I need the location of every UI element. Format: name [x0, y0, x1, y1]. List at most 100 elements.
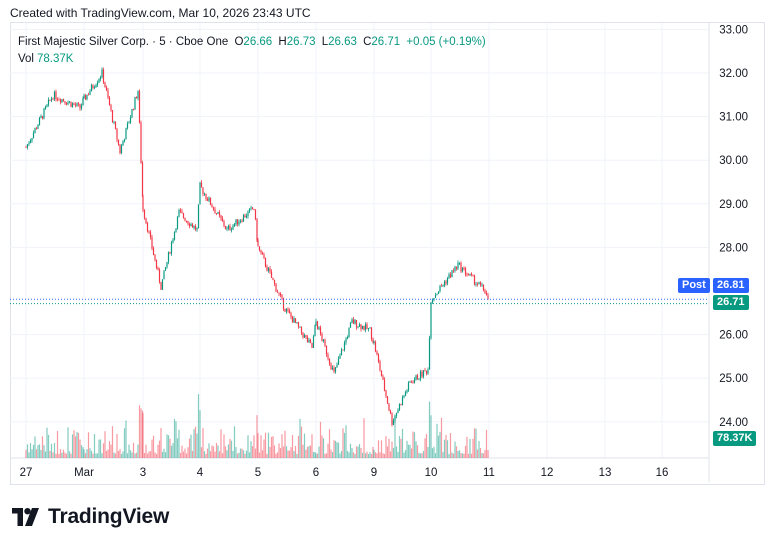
volume-bar [428, 401, 431, 458]
candle-body [52, 98, 54, 100]
candle-body [303, 335, 306, 338]
legend-high-label: H [278, 36, 287, 48]
candle-body [86, 94, 88, 100]
candle-body [141, 163, 144, 197]
volume-bar [413, 432, 416, 458]
time-tick-label: 6 [313, 467, 319, 479]
volume-bar [425, 433, 428, 458]
candle-body [90, 85, 93, 92]
candle-body [352, 319, 355, 324]
volume-bar [273, 445, 276, 458]
volume-bar [282, 446, 285, 458]
candle-body [342, 349, 344, 351]
candle-body [455, 266, 458, 269]
candle-body [257, 240, 259, 247]
volume-bar [482, 453, 485, 458]
volume-bar [116, 433, 118, 458]
candle-body [135, 97, 138, 99]
candle-body [182, 213, 185, 218]
volume-bar [467, 453, 470, 458]
candle-body [26, 144, 29, 148]
volume-bar [264, 432, 267, 458]
volume-bar [84, 453, 87, 458]
price-tick-label: 26.00 [719, 330, 748, 342]
volume-bar [266, 453, 268, 458]
candle-body [62, 99, 65, 102]
volume-bar [448, 453, 450, 458]
candle-body [111, 110, 114, 123]
candle-body [53, 91, 56, 99]
volume-bar [311, 434, 313, 458]
tradingview-logo[interactable]: TradingView [12, 504, 169, 530]
candle-body [325, 345, 328, 355]
volume-bar [380, 440, 383, 458]
volume-bar [73, 430, 75, 458]
volume-bar [449, 433, 452, 458]
volume-bar [160, 428, 162, 458]
volume-bar [197, 394, 200, 458]
candle-body [377, 354, 380, 362]
candle-body [343, 342, 346, 350]
candle-body [40, 116, 42, 118]
candle-body [87, 94, 90, 96]
candle-body [188, 223, 191, 227]
candle-body [179, 210, 182, 212]
candle-body [284, 308, 286, 312]
candle-body [256, 219, 258, 241]
volume-bar [336, 442, 338, 458]
volume-bar [119, 449, 121, 458]
candle-body [260, 250, 262, 253]
candle-body [166, 261, 168, 268]
volume-bar [452, 453, 455, 458]
volume-bar [224, 446, 227, 458]
candlesticks [25, 67, 489, 427]
candle-body [116, 128, 118, 140]
post-label-badge: Post [678, 278, 710, 293]
candle-body [28, 142, 30, 145]
time-tick-label: 13 [599, 467, 612, 479]
volume-bar [481, 452, 483, 458]
candle-body [413, 379, 416, 384]
volume-label: Vol [18, 53, 34, 65]
volume-bar [146, 453, 149, 458]
volume-bar [366, 451, 368, 458]
price-tick-label: 30.00 [719, 155, 748, 167]
volume-bar [175, 421, 177, 458]
volume-bar [278, 443, 280, 458]
volume-bar [131, 452, 133, 458]
candle-body [467, 274, 470, 276]
volume-bar [172, 443, 174, 458]
volume-bar [226, 450, 228, 458]
volume-bar [394, 422, 396, 458]
post-price-badge: 26.81 [713, 278, 749, 293]
candle-body [226, 228, 228, 230]
candle-body [446, 278, 449, 284]
time-tick-label: 27 [20, 467, 33, 479]
time-tick-label: 9 [371, 467, 377, 479]
volume-bar [293, 451, 295, 458]
volume-bar [134, 453, 136, 458]
candle-body [392, 420, 395, 425]
volume-bar [348, 452, 350, 458]
volume-bar [391, 441, 393, 458]
candle-body [200, 182, 203, 188]
volume-bar [235, 447, 237, 458]
volume-bar [288, 450, 291, 458]
volume-bar [68, 451, 71, 458]
volume-bar [244, 453, 246, 458]
volume-bar [77, 432, 80, 458]
candle-body [140, 122, 142, 164]
candle-body [212, 207, 215, 210]
volume-bar [28, 452, 30, 458]
volume-bar [397, 451, 399, 458]
candle-body [419, 371, 422, 379]
volume-bar [446, 440, 449, 458]
volume-bar [166, 434, 168, 458]
candle-body [163, 270, 165, 280]
candle-body [131, 109, 133, 118]
volume-bar [233, 426, 236, 458]
volume-bar [247, 435, 249, 458]
candle-body [331, 367, 334, 370]
volume-bar [102, 443, 105, 458]
